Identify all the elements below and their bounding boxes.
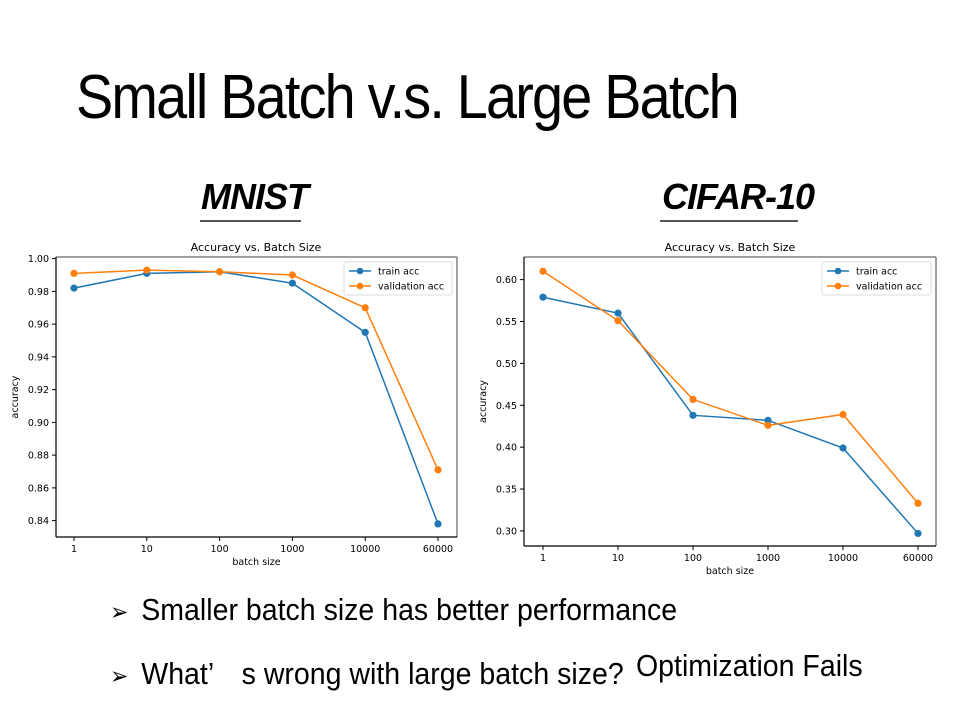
chart-mnist-validation-point — [288, 271, 296, 279]
chart-cifar10-validation-point — [764, 421, 772, 429]
chart-cifar10-validation-point — [689, 395, 697, 404]
slide-title: Small Batch v.s. Large Batch — [76, 63, 740, 132]
chart-cifar10-validation-point — [839, 410, 847, 419]
chart-cifar10-train-point — [914, 529, 922, 538]
chart-cifar10-xtick-label: 1 — [540, 553, 546, 564]
chart-mnist-validation-point — [361, 304, 369, 312]
chart-cifar10-ytick-label: 0.30 — [496, 526, 517, 537]
chart-cifar10-ylabel: accuracy — [478, 380, 489, 423]
chart-mnist-train-point — [70, 284, 78, 292]
chart-mnist-train-point — [288, 279, 296, 287]
chart-mnist-validation-point — [143, 266, 151, 274]
chart-cifar10-validation-point — [914, 499, 922, 507]
dataset-underline-cifar10 — [660, 220, 798, 222]
chart-mnist-legend-label: validation acc — [378, 282, 444, 293]
bullet-2: ➢ What’ s wrong with large batch size? — [110, 648, 624, 693]
chart-cifar10-xtick-label: 60000 — [903, 553, 933, 564]
chart-cifar10-train-point — [839, 444, 847, 452]
chart-mnist-xlabel: batch size — [232, 557, 280, 568]
bullet-2-text: What’ s wrong with large batch size? — [141, 656, 624, 691]
dataset-label-mnist: MNIST — [201, 176, 309, 217]
chart-mnist-ytick-label: 0.84 — [28, 516, 49, 527]
chart-cifar10-train-point — [614, 309, 622, 317]
chart-mnist-legend-marker — [356, 282, 364, 290]
chart-cifar10-legend-label: train acc — [856, 267, 897, 278]
dataset-label-cifar10: CIFAR-10 — [662, 176, 815, 217]
chart-mnist-xtick-label: 100 — [211, 544, 229, 555]
chart-mnist-ylabel: accuracy — [10, 375, 21, 418]
arrow-bullet-icon: ➢ — [110, 662, 129, 690]
dataset-underline-mnist — [200, 220, 301, 222]
chart-cifar10-xtick-label: 10 — [612, 553, 624, 564]
chart-cifar10-legend-marker — [834, 282, 842, 290]
chart-mnist-title: Accuracy vs. Batch Size — [191, 241, 322, 254]
chart-cifar10-legend-box — [821, 261, 932, 296]
chart-cifar10-validation-line — [542, 270, 919, 504]
chart-mnist-xtick-label: 10000 — [350, 544, 380, 555]
chart-mnist-ytick-label: 0.94 — [28, 352, 49, 363]
chart-cifar10-xtick-label: 1000 — [756, 553, 780, 564]
chart-mnist-xtick-label: 10 — [141, 544, 153, 555]
chart-cifar10-ytick-label: 0.55 — [496, 317, 517, 328]
chart-cifar10-ytick-label: 0.45 — [496, 401, 517, 412]
chart-mnist-ytick-label: 0.90 — [28, 418, 49, 429]
overlay-text-optimization-fails: Optimization Fails — [636, 648, 863, 683]
chart-mnist-ytick-label: 0.88 — [28, 451, 49, 462]
chart-cifar10-ytick-label: 0.40 — [496, 443, 517, 454]
chart-mnist-train-line — [73, 270, 439, 525]
chart-cifar10-title: Accuracy vs. Batch Size — [665, 241, 796, 254]
chart-mnist-xtick-label: 1 — [71, 544, 77, 555]
chart-mnist-ytick-label: 0.98 — [28, 287, 49, 298]
bullet-1-text: Smaller batch size has better performanc… — [141, 592, 678, 627]
chart-cifar10-train-point — [764, 416, 772, 424]
chart-mnist-train-point — [434, 520, 442, 528]
chart-mnist-validation-point — [70, 269, 78, 277]
chart-mnist-xtick-label: 60000 — [423, 544, 453, 555]
bullet-1: ➢ Smaller batch size has better performan… — [110, 592, 677, 628]
chart-mnist-xtick-label: 1000 — [280, 544, 304, 555]
chart-cifar10-train-line — [542, 296, 919, 534]
chart-mnist-legend-label: train acc — [378, 267, 419, 278]
chart-mnist-validation-line — [73, 269, 439, 471]
chart-cifar10-validation-point — [539, 267, 547, 275]
chart-cifar10-ytick-label: 0.50 — [496, 359, 517, 370]
chart-mnist-ytick-label: 1.00 — [28, 254, 49, 265]
chart-cifar10-xtick-label: 100 — [684, 553, 702, 564]
chart-cifar10-train-point — [539, 293, 547, 301]
chart-cifar10-ytick-label: 0.35 — [496, 485, 517, 496]
chart-cifar10-xtick-label: 10000 — [828, 553, 858, 564]
arrow-bullet-icon: ➢ — [110, 598, 129, 626]
chart-mnist-ytick-label: 0.86 — [28, 483, 49, 494]
chart-cifar10-ytick-label: 0.60 — [496, 275, 517, 286]
chart-cifar10-legend-marker — [834, 267, 842, 275]
chart-mnist-validation-point — [216, 268, 224, 276]
chart-cifar10-validation-point — [614, 317, 622, 325]
chart-mnist-train-point — [361, 328, 369, 336]
chart-mnist-ytick-label: 0.96 — [28, 320, 49, 331]
chart-cifar10-xlabel: batch size — [706, 566, 754, 577]
chart-cifar10-train-point — [689, 411, 697, 419]
chart-mnist-validation-point — [434, 466, 442, 474]
chart-cifar10-legend-label: validation acc — [856, 282, 922, 293]
chart-mnist-legend-marker — [356, 267, 364, 275]
chart-mnist-ytick-label: 0.92 — [28, 385, 49, 396]
